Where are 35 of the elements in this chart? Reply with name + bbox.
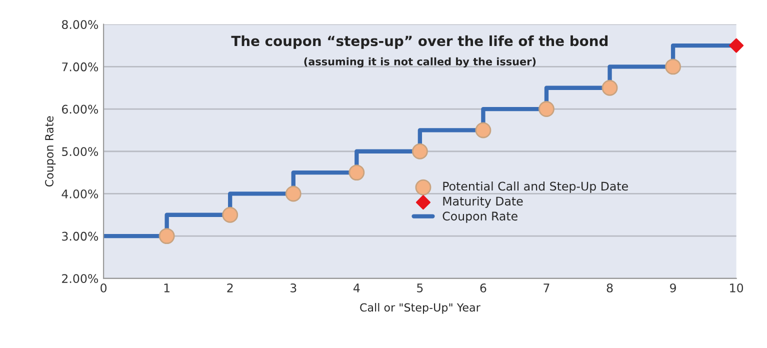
point [222,206,238,223]
x-tick-label: 4 [353,284,360,292]
y-tick-label: 4.00% [62,189,98,198]
y-tick-label: 6.00% [62,104,98,114]
point [158,228,175,244]
text: The coupon “steps-up” over the life of the bond [231,35,608,49]
x-axis-title: Call or "Step-Up" Year [360,303,480,314]
x-tick-label: 7 [544,284,550,292]
y-tick-label: 5.00% [62,147,98,156]
point [538,101,554,118]
point [475,122,492,138]
y-tick-label: 3.00% [62,232,98,241]
x-tick-label: 3 [290,283,296,292]
point [412,143,428,160]
x-tick-label: 2 [227,283,233,292]
legend-label: Coupon Rate [442,212,518,223]
x-tick-label: 5 [417,284,423,292]
y-tick-label: 7.00% [62,62,98,72]
x-tick-label: 9 [670,283,676,292]
y-tick-label: 2.00% [62,274,98,284]
x-tick-label: 1 [164,284,170,292]
x-tick-label: 6 [480,283,486,292]
point [665,58,682,75]
text: (assuming it is not called by the issuer) [304,57,536,68]
x-tick-label: 0 [100,283,107,292]
x-tick-label: 10 [730,283,744,292]
y-tick-label: 8.00% [62,20,98,30]
y-axis-title: Coupon Rate [45,116,56,187]
point [285,186,302,202]
point [348,164,365,181]
point [729,38,744,53]
legend-label: Potential Call and Step-Up Date [443,182,628,193]
legend-label: Maturity Date [443,196,523,208]
point [602,80,618,96]
x-tick-label: 8 [606,283,613,292]
